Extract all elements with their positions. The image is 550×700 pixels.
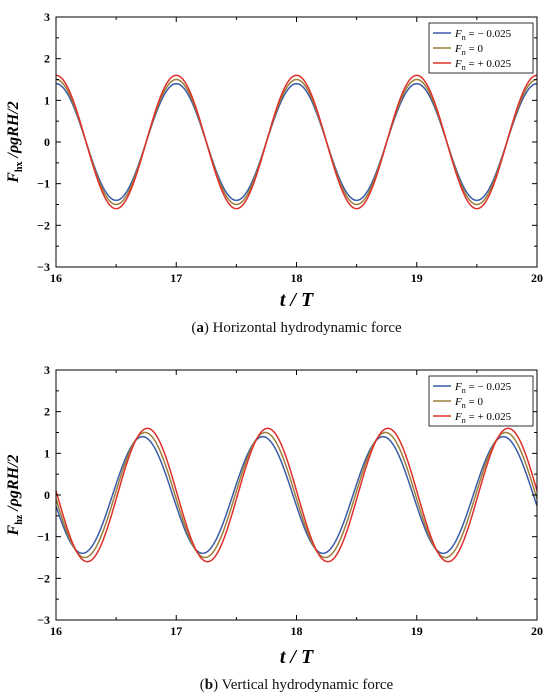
chart-panel-b: 16 17 18 19 20 −3 −2 −1 0 1 2 3 t / T Fhz /ρgRH/2 Fn =… — [5, 363, 543, 693]
x-axis-title: t / T — [280, 646, 314, 668]
y-tick-label: −3 — [37, 260, 50, 274]
y-tick-label: −2 — [37, 218, 50, 232]
y-tick-label: 3 — [44, 10, 50, 24]
legend-label: Fn = + 0.025 — [454, 411, 512, 425]
legend-label: Fn = 0 — [454, 43, 483, 57]
panel-caption: (a) Horizontal hydrodynamic force — [191, 320, 402, 336]
series-line-3 — [56, 74, 537, 210]
panel-caption: (b) Vertical hydrodynamic force — [200, 677, 394, 693]
x-axis-title: t / T — [280, 289, 314, 311]
y-tick-label: 3 — [44, 363, 50, 377]
x-tick-label: 17 — [170, 624, 182, 638]
legend-label: Fn = + 0.025 — [454, 58, 512, 72]
y-tick-label: 2 — [44, 405, 50, 419]
x-tick-label: 20 — [531, 271, 543, 285]
series-line-3 — [56, 427, 537, 563]
series-line-2 — [56, 78, 537, 206]
x-tick-label: 16 — [50, 271, 62, 285]
x-tick-label: 16 — [50, 624, 62, 638]
y-tick-label: −1 — [37, 530, 50, 544]
y-tick-label: 2 — [44, 52, 50, 66]
legend-label: Fn = 0 — [454, 396, 483, 410]
y-tick-label: −2 — [37, 571, 50, 585]
x-tick-label: 17 — [170, 271, 182, 285]
y-tick-label: 1 — [44, 446, 50, 460]
legend-label: Fn = − 0.025 — [454, 381, 512, 395]
x-tick-label: 18 — [291, 271, 303, 285]
y-tick-label: 1 — [44, 93, 50, 107]
y-tick-label: −1 — [37, 177, 50, 191]
y-tick-label: 0 — [44, 488, 50, 502]
y-tick-label: 0 — [44, 135, 50, 149]
legend-label: Fn = − 0.025 — [454, 28, 512, 42]
series-line-1 — [56, 82, 537, 202]
y-tick-label: −3 — [37, 613, 50, 627]
x-tick-label: 18 — [291, 624, 303, 638]
x-tick-label: 20 — [531, 624, 543, 638]
x-tick-label: 19 — [411, 271, 423, 285]
x-tick-label: 19 — [411, 624, 423, 638]
y-axis-title: Fhx /ρgRH/2 — [5, 101, 25, 183]
y-axis-title: Fhz /ρgRH/2 — [5, 455, 25, 537]
chart-panel-a: 16 17 18 19 20 −3 −2 −1 0 1 2 3 t / T Fhx /ρgRH/2 Fn =… — [5, 10, 543, 336]
